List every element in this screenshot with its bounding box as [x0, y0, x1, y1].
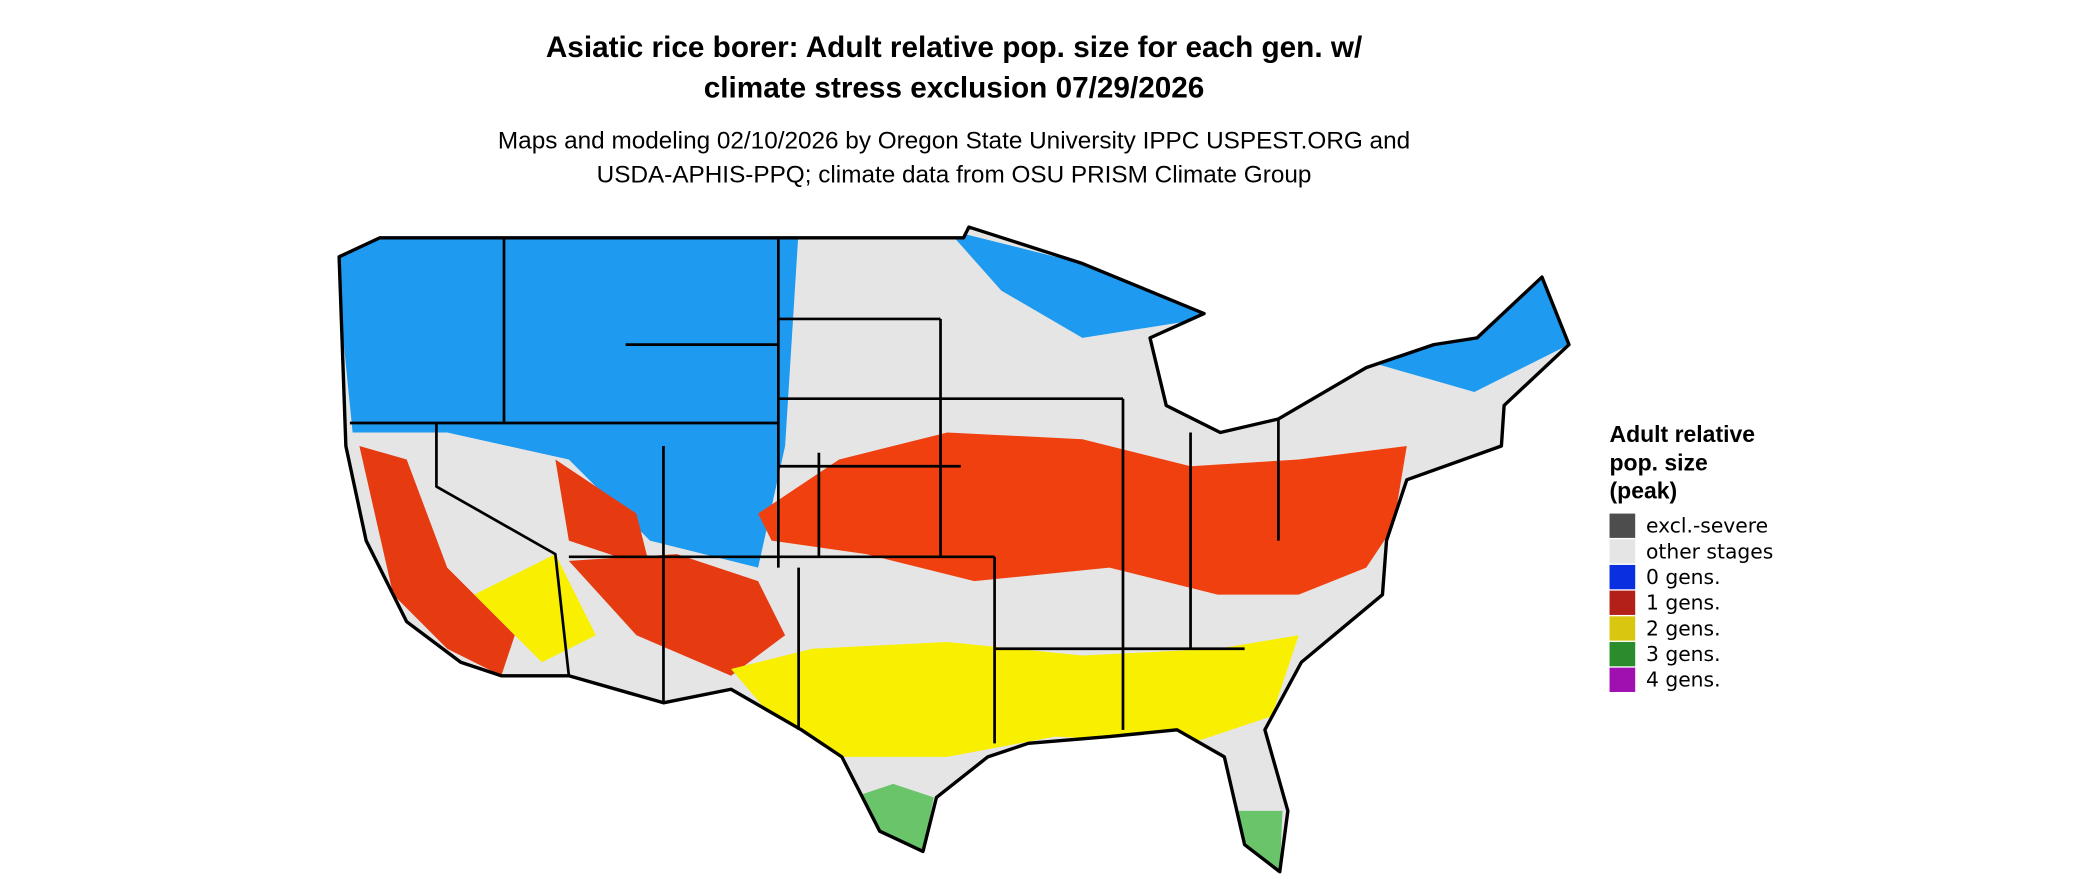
one-gen-area	[359, 446, 786, 676]
header: Asiatic rice borer: Adult relative pop. …	[498, 31, 1410, 189]
state-borders	[349, 237, 1280, 744]
subtitle: Maps and modeling 02/10/2026 by Oregon S…	[498, 128, 1410, 155]
three-gen-area	[852, 783, 1283, 872]
legend-label: 1 gens.	[1646, 591, 1721, 615]
map	[337, 225, 1571, 874]
legend-swatch	[1609, 513, 1636, 538]
subtitle: USDA-APHIS-PPQ; climate data from OSU PR…	[597, 161, 1312, 188]
legend-swatch	[1609, 641, 1636, 667]
legend-label: other stages	[1646, 539, 1773, 563]
legend-label: 3 gens.	[1646, 642, 1721, 666]
legend-label: excl.-severe	[1646, 514, 1768, 538]
legend-swatch	[1609, 564, 1636, 590]
legend-swatch	[1609, 590, 1636, 615]
two-gen-area	[474, 554, 1299, 757]
legend-swatch	[1609, 539, 1636, 564]
zero-gen-area	[339, 229, 799, 568]
us-outline	[337, 225, 1571, 874]
title: climate stress exclusion 07/29/2026	[704, 71, 1205, 104]
legend-swatch	[1609, 667, 1636, 692]
title: Asiatic rice borer: Adult relative pop. …	[546, 31, 1362, 64]
legend-label: 2 gens.	[1646, 616, 1721, 640]
legend-label: 4 gens.	[1646, 668, 1721, 692]
legend-title: pop. size	[1610, 449, 1708, 475]
legend-title: (peak)	[1610, 478, 1678, 504]
legend-swatch	[1609, 616, 1636, 641]
one-gen-area	[758, 432, 1407, 595]
legend-label: 0 gens.	[1646, 565, 1721, 589]
legend-title: Adult relative	[1610, 421, 1756, 447]
